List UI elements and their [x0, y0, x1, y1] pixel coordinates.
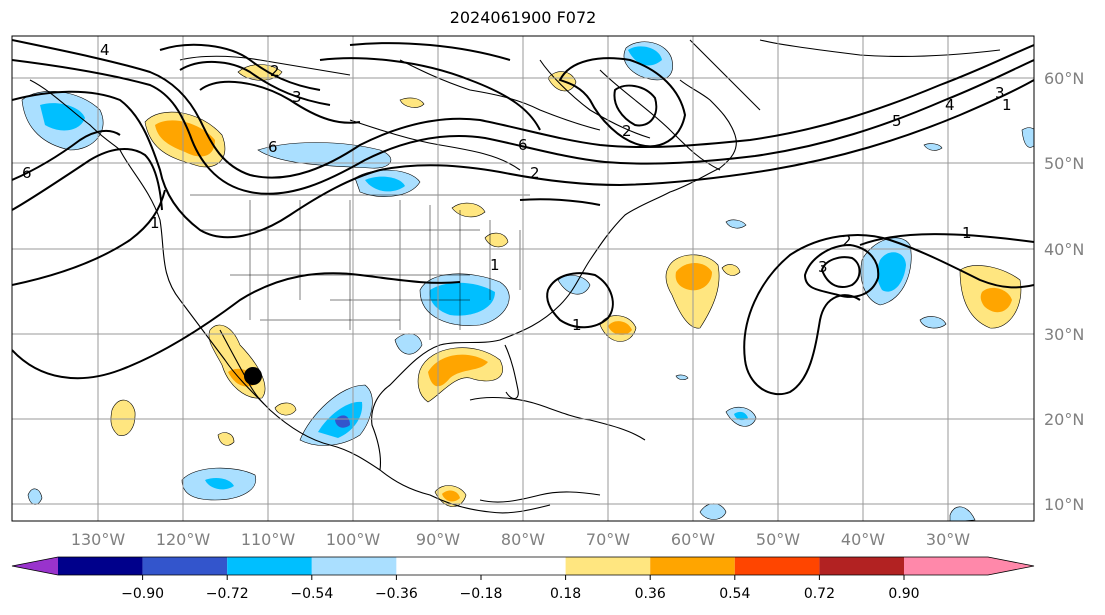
lat-label: 20°N — [1044, 410, 1084, 429]
lon-label: 100°W — [326, 530, 381, 549]
colorbar-tick-label: 0.54 — [719, 586, 750, 602]
contour-label: 4 — [945, 96, 955, 114]
lon-label: 120°W — [156, 530, 211, 549]
colorbar-segment — [481, 557, 566, 575]
colorbar-tick-label: −0.54 — [290, 586, 333, 602]
lon-label: 30°W — [926, 530, 970, 549]
lon-label: 50°W — [756, 530, 800, 549]
lat-label: 50°N — [1044, 154, 1084, 173]
colorbar-segment — [819, 557, 904, 575]
colorbar-segment — [142, 557, 228, 575]
lat-label: 60°N — [1044, 69, 1084, 88]
contour-label: 2 — [622, 122, 632, 140]
map-title: 2024061900 F072 — [449, 8, 597, 27]
contour-label: 3 — [818, 258, 828, 276]
colorbar-tick-label: 0.72 — [804, 586, 835, 602]
colorbar-extend-high — [904, 557, 1034, 575]
contour-label: 3 — [292, 88, 302, 106]
contour-label: 1 — [962, 224, 972, 242]
contour-label: 4 — [100, 41, 110, 59]
contour-label: 6 — [22, 164, 32, 182]
contour-label: 1 — [572, 316, 582, 334]
contour-label: 5 — [892, 112, 902, 130]
colorbar-segment — [734, 557, 820, 575]
storm-center-dot — [244, 367, 262, 385]
lon-label: 80°W — [501, 530, 545, 549]
lon-label: 130°W — [71, 530, 126, 549]
contour-label: 2 — [270, 62, 280, 80]
colorbar-segment — [227, 557, 312, 575]
colorbar: −0.90 −0.72 −0.54 −0.36 −0.18 0.18 0.36 … — [11, 556, 1035, 602]
contour-label-group: 4 2 3 6 6 2 1 6 2 5 4 3 1 2 3 1 1 1 — [22, 41, 1012, 334]
colorbar-tick-label: −0.18 — [460, 586, 503, 602]
contour-label: 2 — [530, 164, 540, 182]
colorbar-tick-label: 0.90 — [888, 586, 919, 602]
contour-label: 2 — [842, 232, 852, 250]
colorbar-tick-label: −0.90 — [121, 586, 164, 602]
colorbar-segment — [565, 557, 651, 575]
contour-label: 1 — [1002, 96, 1012, 114]
lon-label: 40°W — [841, 530, 885, 549]
lon-label: 70°W — [586, 530, 630, 549]
lon-label: 110°W — [241, 530, 296, 549]
contour-lines — [12, 39, 1034, 396]
lon-label: 60°W — [671, 530, 715, 549]
map-border — [11, 35, 1035, 522]
contour-label: 3 — [995, 84, 1005, 102]
colorbar-tick-label: −0.72 — [206, 586, 249, 602]
lat-label: 10°N — [1044, 495, 1084, 514]
lat-label: 40°N — [1044, 240, 1084, 259]
lon-label: 90°W — [416, 530, 460, 549]
contour-label: 6 — [268, 138, 278, 156]
lat-label: 30°N — [1044, 325, 1084, 344]
contour-label: 1 — [150, 214, 160, 232]
latitude-axis: 60°N 50°N 40°N 30°N 20°N 10°N — [1044, 69, 1084, 514]
colorbar-segment — [396, 557, 481, 575]
colorbar-tick-label: −0.36 — [375, 586, 418, 602]
colorbar-tick-label: 0.18 — [550, 586, 581, 602]
colorbar-segment — [311, 557, 397, 575]
colorbar-segment — [58, 557, 143, 575]
colorbar-extend-low — [12, 557, 58, 575]
longitude-axis: 130°W 120°W 110°W 100°W 90°W 80°W 70°W 6… — [71, 530, 970, 549]
colorbar-segment — [650, 557, 735, 575]
contour-label: 1 — [490, 256, 500, 274]
contour-label: 6 — [518, 136, 528, 154]
colorbar-tick-label: 0.36 — [635, 586, 666, 602]
us-state-borders — [190, 194, 530, 340]
